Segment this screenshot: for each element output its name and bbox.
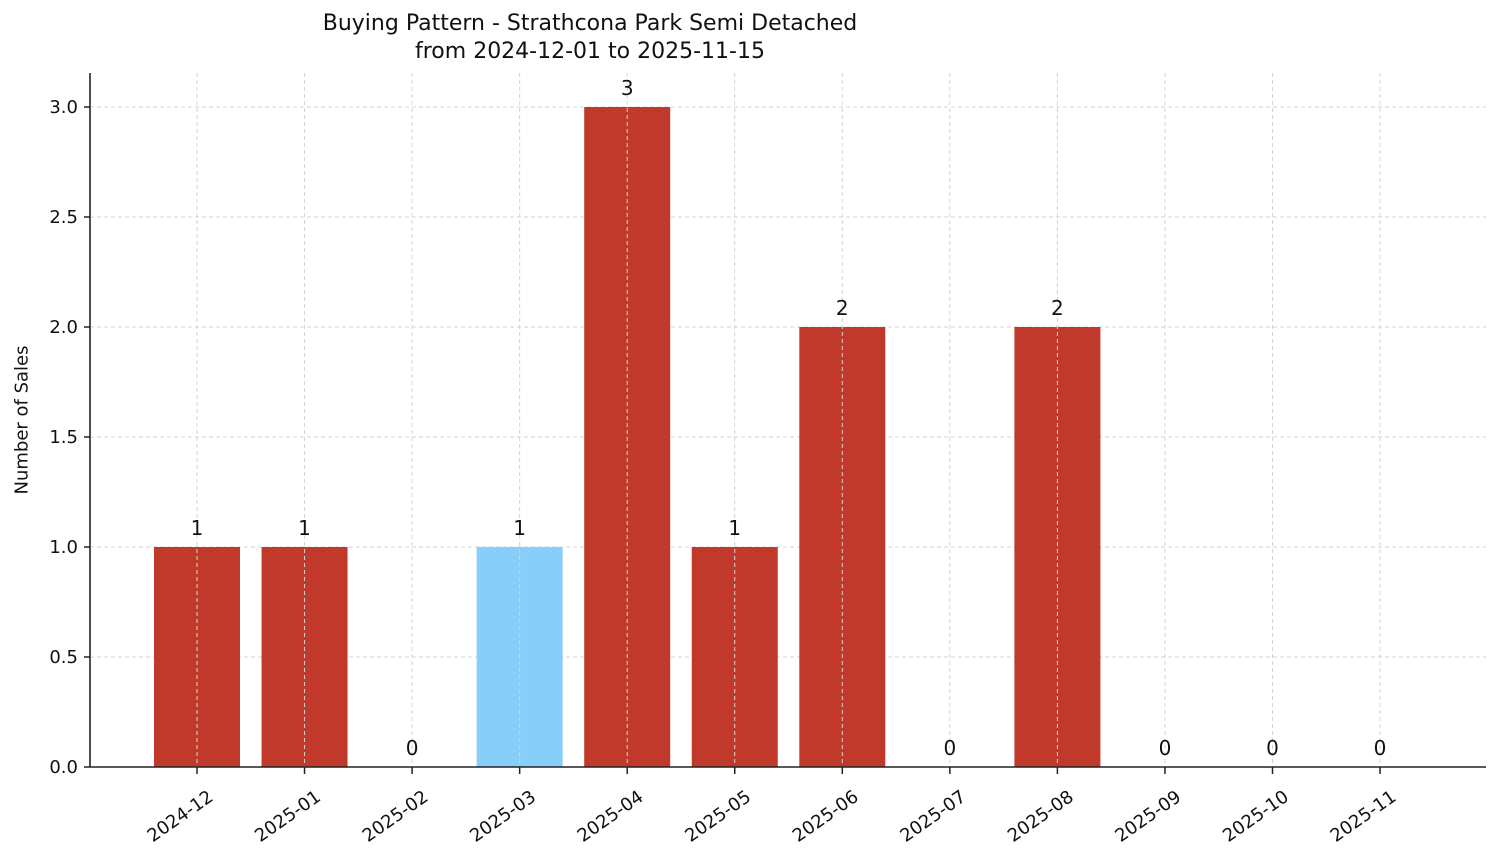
- bar-value-label: 3: [621, 76, 634, 100]
- bar-value-label: 2: [836, 296, 849, 320]
- y-tick-label: 0.5: [49, 647, 78, 668]
- bar-value-label: 1: [191, 516, 204, 540]
- x-tick-label: 2025-10: [1219, 786, 1293, 846]
- bar-value-label: 0: [1374, 736, 1387, 760]
- x-tick-label: 2025-07: [896, 786, 970, 846]
- x-tick-label: 2025-05: [681, 786, 755, 846]
- bars: [154, 73, 1381, 767]
- y-tick-label: 2.5: [49, 207, 78, 228]
- bar-2025-06: [799, 327, 886, 767]
- x-tick-label: 2024-12: [144, 786, 218, 846]
- chart-title-main: Buying Pattern - Strathcona Park Semi De…: [322, 11, 858, 36]
- x-tick-label: 2025-02: [359, 786, 433, 846]
- chart-subtitle: from 2024-12-01 to 2025-11-15: [415, 39, 765, 64]
- y-tick-label: 1.5: [49, 427, 78, 448]
- y-tick-label: 3.0: [49, 97, 78, 118]
- y-tick-label: 1.0: [49, 537, 78, 558]
- bar-value-label: 1: [728, 516, 741, 540]
- bar-value-label: 2: [1051, 296, 1064, 320]
- bar-value-label: 0: [943, 736, 956, 760]
- bar-value-label: 0: [406, 736, 419, 760]
- bar-value-label: 0: [1266, 736, 1279, 760]
- bar-value-label: 0: [1159, 736, 1172, 760]
- bar-value-label: 1: [298, 516, 311, 540]
- chart-title: Buying Pattern - Strathcona Park Semi De…: [0, 10, 1180, 66]
- x-tick-label: 2025-09: [1111, 786, 1185, 846]
- axes: [84, 73, 1486, 774]
- x-tick-label: 2025-11: [1327, 786, 1401, 846]
- bar-value-label: 1: [513, 516, 526, 540]
- x-tick-label: 2025-08: [1004, 786, 1078, 846]
- bar-2025-08: [1014, 327, 1101, 767]
- y-tick-label: 2.0: [49, 317, 78, 338]
- x-tick-label: 2025-01: [251, 786, 325, 846]
- x-tick-label: 2025-03: [466, 786, 540, 846]
- y-tick-label: 0.0: [49, 757, 78, 778]
- x-tick-label: 2025-04: [574, 786, 648, 846]
- x-tick-label: 2025-06: [789, 786, 863, 846]
